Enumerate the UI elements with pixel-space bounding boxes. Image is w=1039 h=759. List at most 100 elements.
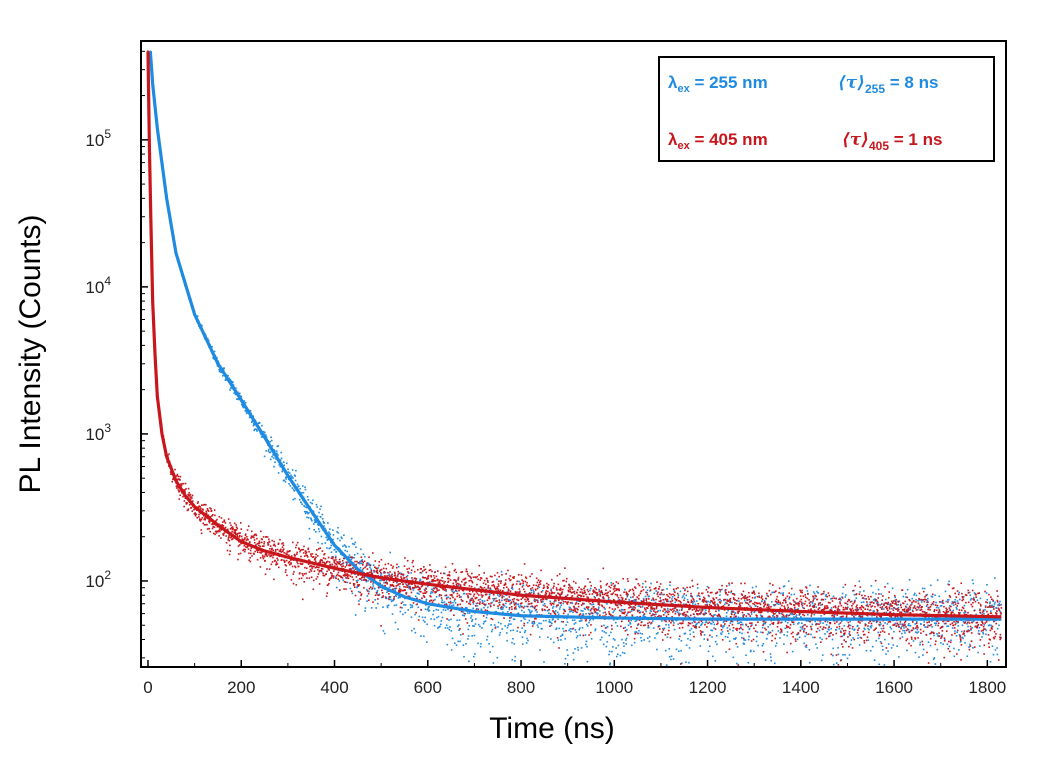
data-point <box>562 612 565 615</box>
data-point <box>502 604 505 607</box>
data-point <box>723 599 725 602</box>
data-point <box>666 611 669 614</box>
data-point <box>500 570 503 573</box>
data-point <box>360 593 363 595</box>
data-point <box>305 567 308 570</box>
data-point <box>438 581 441 583</box>
data-point <box>601 605 604 608</box>
data-point <box>422 594 425 597</box>
data-point <box>483 620 486 623</box>
data-point <box>177 489 180 491</box>
data-point <box>281 542 283 545</box>
data-point <box>936 648 939 651</box>
data-point <box>343 573 346 576</box>
data-point <box>206 528 209 530</box>
data-point <box>695 610 697 612</box>
data-point <box>329 563 331 566</box>
data-point <box>262 556 264 558</box>
data-point <box>321 517 324 520</box>
data-point <box>314 560 317 563</box>
data-point <box>452 601 454 604</box>
data-point <box>615 589 617 592</box>
data-point <box>540 569 542 572</box>
data-point <box>475 596 478 599</box>
data-point <box>595 609 598 611</box>
data-point <box>638 584 641 587</box>
data-point <box>644 624 646 626</box>
data-point <box>487 581 489 583</box>
data-point <box>492 597 494 600</box>
data-point <box>499 601 501 603</box>
data-point <box>710 604 713 607</box>
data-point <box>869 625 872 628</box>
data-point <box>388 598 390 601</box>
data-point <box>328 547 331 550</box>
data-point <box>440 611 443 614</box>
data-point <box>334 562 337 565</box>
data-point <box>832 647 834 650</box>
data-point <box>236 535 239 538</box>
data-point <box>357 562 360 564</box>
data-point <box>530 588 532 590</box>
data-point <box>404 589 406 591</box>
data-point <box>843 625 846 627</box>
data-point <box>963 612 965 614</box>
data-point <box>318 566 320 569</box>
data-point <box>446 643 449 646</box>
data-point <box>326 570 328 573</box>
data-point <box>533 592 535 595</box>
data-point <box>527 600 530 603</box>
data-point <box>604 627 607 629</box>
data-point <box>471 581 474 584</box>
data-point <box>184 482 187 485</box>
data-point <box>510 623 512 625</box>
data-point <box>665 623 667 626</box>
data-point <box>577 594 579 596</box>
data-point <box>406 559 409 562</box>
data-point <box>233 522 236 525</box>
data-point <box>590 608 592 611</box>
data-point <box>518 580 520 583</box>
data-point <box>176 475 178 477</box>
data-point <box>875 621 878 624</box>
data-point <box>681 614 684 616</box>
data-point <box>498 575 500 578</box>
data-point <box>524 580 527 583</box>
data-point <box>276 557 278 560</box>
data-point <box>220 517 223 519</box>
data-point <box>708 610 710 613</box>
data-point <box>673 622 675 624</box>
data-point <box>277 542 280 545</box>
data-point <box>791 650 794 653</box>
data-point <box>475 605 477 607</box>
data-point <box>695 609 698 611</box>
data-point <box>197 501 199 503</box>
data-point <box>556 611 559 614</box>
data-point <box>232 537 234 540</box>
data-point <box>574 629 577 631</box>
data-point <box>230 380 233 382</box>
data-point <box>399 596 401 599</box>
data-point <box>703 597 706 600</box>
data-point <box>489 575 492 578</box>
data-point <box>782 592 785 594</box>
data-point <box>756 635 758 638</box>
data-point <box>245 410 248 413</box>
data-point <box>513 618 516 621</box>
data-point <box>448 604 451 606</box>
data-point <box>598 604 601 606</box>
data-point <box>509 617 511 619</box>
data-point <box>271 455 273 458</box>
data-point <box>959 612 961 614</box>
data-point <box>504 602 507 605</box>
data-point <box>363 555 366 558</box>
data-point <box>579 627 581 629</box>
data-point <box>717 604 719 606</box>
data-point <box>487 584 490 587</box>
data-point <box>506 626 509 629</box>
data-point <box>280 451 283 454</box>
data-point <box>534 605 537 608</box>
data-point <box>780 592 782 595</box>
data-point <box>641 600 644 603</box>
data-point <box>377 602 379 605</box>
